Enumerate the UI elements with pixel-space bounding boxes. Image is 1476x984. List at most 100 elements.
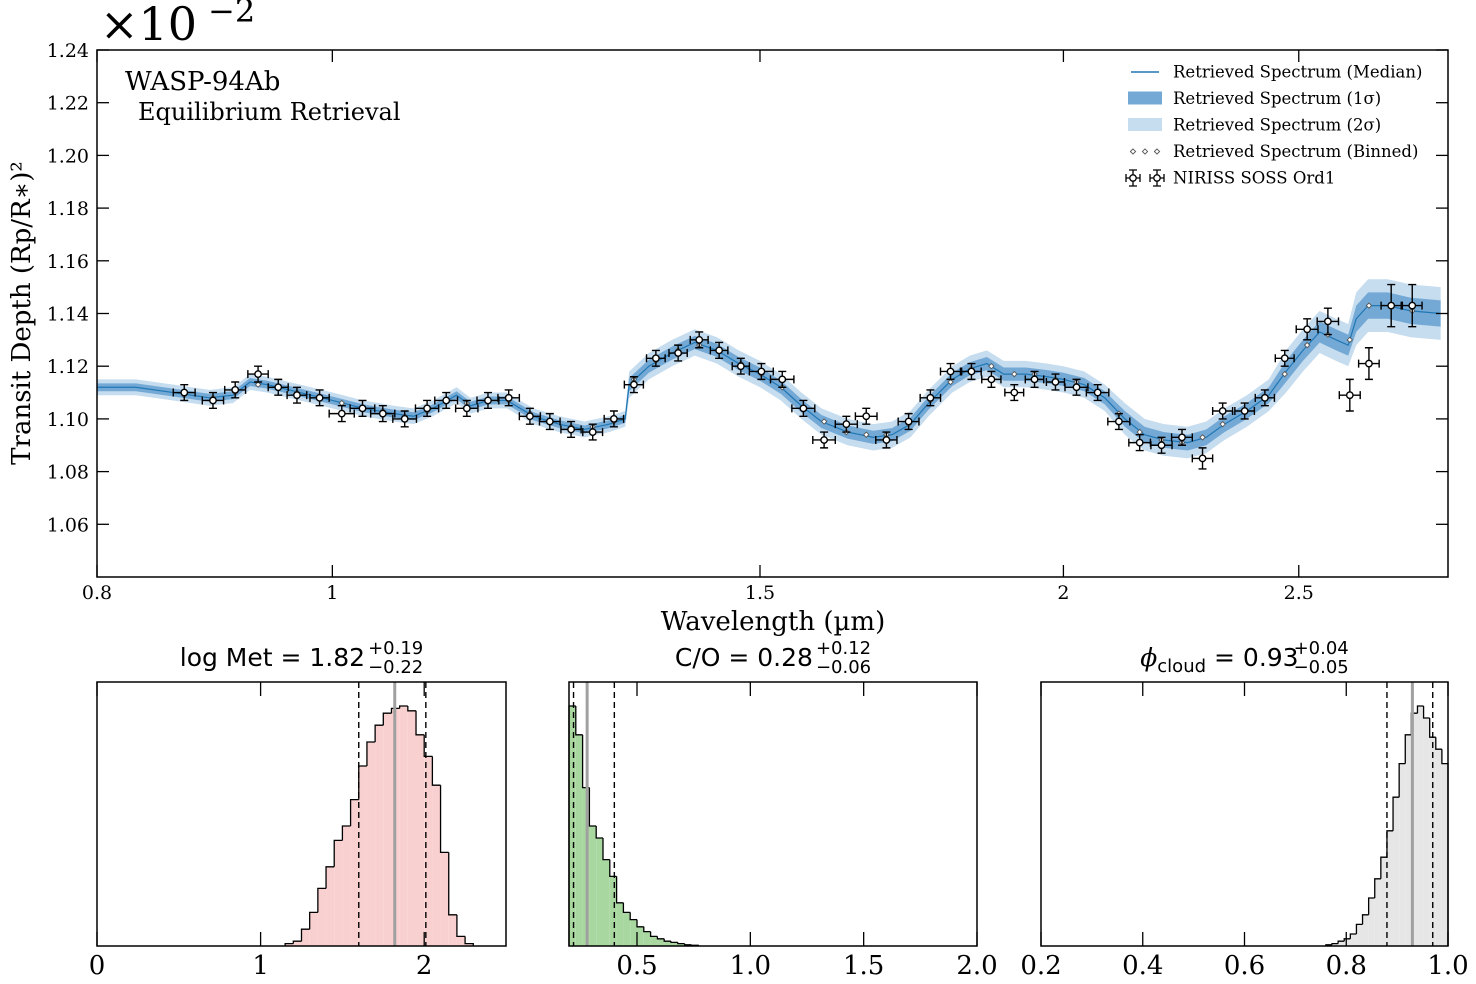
histogram-bar [603, 859, 610, 946]
binned-point [1011, 370, 1018, 378]
histogram-outline [366, 741, 376, 766]
histogram-bar [596, 838, 603, 946]
data-point [545, 417, 554, 426]
legend-swatch [1129, 174, 1137, 182]
histogram-outline [1435, 737, 1442, 750]
data-point [967, 367, 976, 376]
data-point [442, 396, 451, 405]
histogram-outline [1392, 796, 1400, 831]
y-offset-exponent: −2 [208, 0, 255, 30]
y-tick-label: 1.08 [47, 462, 89, 484]
histogram-bar [1362, 914, 1369, 946]
plot-area [97, 279, 1441, 470]
data-point [254, 370, 262, 379]
hist-title: log Met = 1.82 +0.19−0.22 [180, 638, 424, 678]
x-tick-label: 0 [89, 951, 106, 981]
histogram-outline [663, 938, 671, 942]
legend-swatch [1128, 118, 1162, 131]
data-point [862, 412, 871, 421]
x-tick-label: 1.0 [730, 951, 771, 981]
binned-point [1365, 302, 1373, 309]
histogram-bar [1386, 830, 1394, 946]
histogram-outline [1422, 706, 1430, 719]
histogram-bar [575, 734, 583, 946]
data-point [504, 393, 513, 402]
data-point [423, 404, 432, 413]
data-point [1072, 383, 1081, 392]
histogram-outline [333, 839, 343, 867]
data-point [1260, 393, 1269, 402]
histogram-outline [431, 756, 441, 786]
data-point [462, 404, 471, 413]
data-point [630, 380, 638, 389]
histogram-bar [630, 919, 637, 946]
histogram-bar [1405, 734, 1412, 946]
data-point [778, 375, 787, 384]
data-point [400, 414, 409, 423]
x-tick-label: 1 [252, 951, 269, 981]
legend-label: Retrieved Spectrum (Median) [1173, 63, 1422, 82]
chart-subtitle: Equilibrium Retrieval [138, 98, 401, 126]
data-point [842, 420, 851, 429]
histogram-outline [677, 942, 685, 945]
data-point [526, 412, 534, 421]
histogram-outline [615, 876, 624, 904]
data-point [358, 404, 367, 413]
histogram-bar [1441, 763, 1448, 946]
histogram-outline [575, 706, 583, 736]
legend-swatch [1129, 148, 1137, 155]
legend-label: Retrieved Spectrum (Binned) [1173, 142, 1418, 161]
data-point [1345, 391, 1354, 400]
data-point [715, 346, 724, 355]
histogram-outline [1349, 933, 1357, 939]
x-tick-label: 0.8 [1326, 951, 1367, 981]
data-point [674, 349, 683, 357]
legend-label: Retrieved Spectrum (2σ) [1173, 116, 1381, 135]
binned-point [988, 362, 995, 370]
data-point [293, 391, 301, 400]
data-point [378, 409, 387, 418]
data-point [651, 354, 660, 363]
x-axis-label: Wavelength (µm) [661, 607, 885, 637]
histogram-outline [292, 940, 302, 944]
histogram-bar [301, 929, 310, 946]
hist-title-text: log Met = 1.82 [180, 643, 365, 672]
histogram-bar [1417, 706, 1424, 946]
title-upper: +0.12 [816, 638, 871, 659]
histogram-outline [300, 928, 310, 942]
histogram-outline [595, 826, 603, 839]
histogram-bar [637, 926, 644, 946]
histogram-bar [375, 725, 384, 946]
data-point [337, 409, 346, 418]
y-offset-base: ×10 [100, 0, 197, 51]
data-point [1365, 359, 1373, 368]
plot-frame [568, 681, 978, 947]
x-tick-label: 0.8 [82, 582, 112, 604]
histogram-outline [464, 936, 474, 946]
histogram-outline [423, 734, 433, 758]
data-point [1303, 325, 1312, 334]
y-tick-label: 1.10 [47, 409, 89, 431]
y-tick-label: 1.24 [47, 40, 89, 62]
data-point [1387, 301, 1396, 310]
confidence-band [97, 279, 1441, 459]
title-lower: −0.22 [368, 657, 423, 678]
hist-title: ϕcloud = 0.93+0.04−0.05 [1140, 638, 1349, 678]
data-point [946, 367, 955, 376]
histogram-outline [649, 931, 658, 938]
histogram-bar [358, 766, 367, 946]
histogram-bar [334, 840, 343, 946]
x-tick-label: 1 [326, 582, 338, 604]
histogram-bar [309, 912, 318, 946]
histogram-outline [609, 859, 617, 878]
histogram-bar [1332, 943, 1339, 946]
histogram-bar [623, 912, 631, 946]
data-point [1280, 354, 1289, 363]
data-point [882, 436, 891, 444]
histogram-outline [1361, 914, 1369, 925]
data-point [588, 428, 597, 436]
data-point [1135, 438, 1144, 447]
histogram-outline [1367, 897, 1375, 915]
histogram-outline [1380, 856, 1387, 879]
